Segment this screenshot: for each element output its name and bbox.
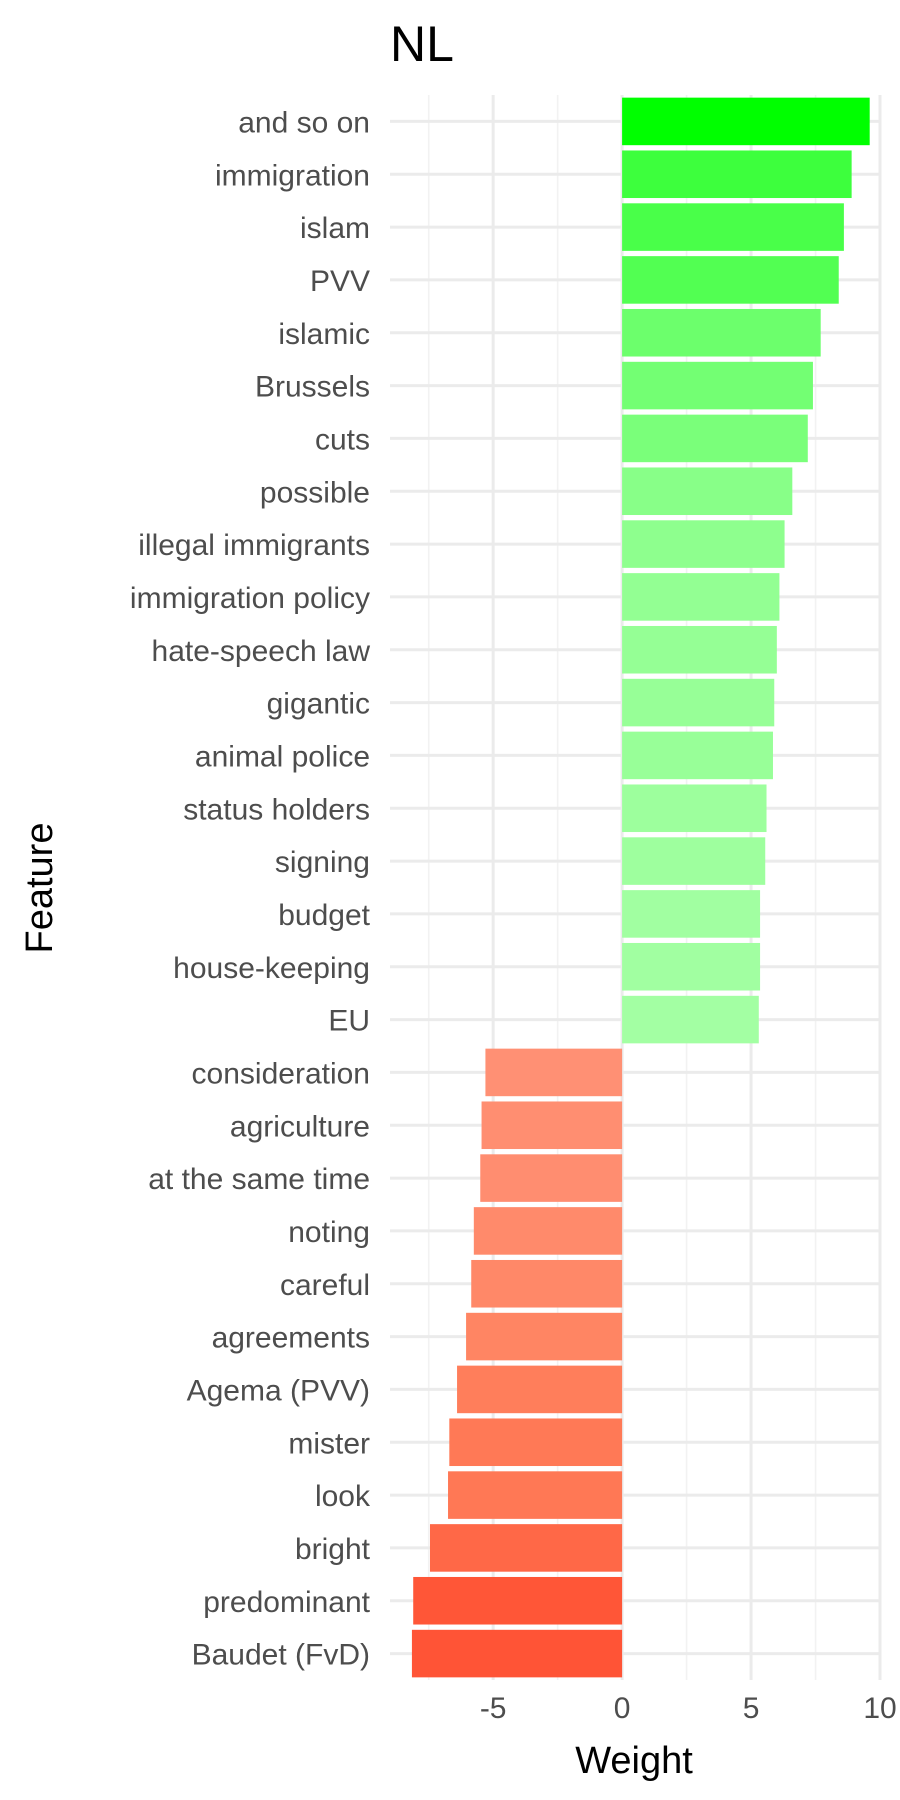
bar: [622, 625, 777, 674]
bar: [622, 784, 767, 833]
y-tick-label: immigration policy: [130, 582, 370, 615]
y-tick-label: and so on: [238, 106, 370, 139]
y-tick-label: immigration: [215, 159, 370, 192]
bar: [466, 1312, 623, 1361]
y-tick-label: illegal immigrants: [138, 529, 370, 562]
y-tick-label: careful: [280, 1269, 370, 1302]
x-tick-label: 0: [614, 1692, 631, 1725]
bar: [411, 1629, 623, 1678]
chart-title: NL: [390, 16, 454, 72]
y-tick-label: bright: [295, 1533, 371, 1566]
y-tick-label: cuts: [315, 423, 370, 456]
bar: [622, 256, 839, 304]
x-tick-label: 5: [743, 1692, 760, 1725]
bar: [457, 1365, 623, 1414]
bar: [485, 1048, 623, 1097]
y-tick-label: agriculture: [230, 1110, 370, 1143]
y-tick-label: signing: [275, 846, 370, 879]
bar: [622, 203, 844, 251]
bar: [622, 97, 870, 146]
y-tick-label: look: [315, 1480, 371, 1513]
bar: [622, 414, 808, 463]
bars: [411, 97, 870, 1678]
x-tick-label: 10: [863, 1692, 896, 1725]
bar: [471, 1259, 623, 1308]
y-tick-label: mister: [288, 1427, 370, 1460]
y-tick-label: at the same time: [148, 1163, 370, 1196]
y-tick-label: gigantic: [267, 688, 370, 721]
bar: [473, 1207, 623, 1255]
y-tick-label: islam: [300, 212, 370, 245]
y-tick-label: PVV: [310, 265, 370, 298]
y-tick-label: agreements: [212, 1322, 370, 1355]
bar: [622, 573, 780, 621]
y-tick-label: predominant: [203, 1586, 370, 1619]
y-tick-label: animal police: [195, 740, 370, 773]
y-tick-label: budget: [278, 899, 370, 932]
bar: [429, 1524, 623, 1572]
bar: [449, 1418, 623, 1467]
y-tick-label: house-keeping: [173, 952, 370, 985]
bar: [622, 995, 759, 1044]
bar: [622, 520, 785, 568]
bar: [622, 308, 821, 357]
y-tick-label: islamic: [278, 318, 370, 351]
y-tick-label: EU: [328, 1005, 370, 1038]
bar: [481, 1101, 623, 1150]
x-tick-label: -5: [480, 1692, 507, 1725]
y-tick-label: hate-speech law: [152, 635, 371, 668]
y-tick-label: Brussels: [255, 371, 370, 404]
y-tick-label: status holders: [183, 793, 370, 826]
y-tick-label: noting: [288, 1216, 370, 1249]
x-tick-labels: -5 0 5 10: [480, 1692, 897, 1725]
y-tick-label: Agema (PVV): [187, 1374, 370, 1407]
bar: [622, 942, 761, 991]
bar: [622, 150, 852, 199]
y-axis-title: Feature: [19, 823, 61, 954]
x-axis-title: Weight: [575, 1740, 693, 1782]
bar: [413, 1576, 623, 1625]
bar: [480, 1154, 623, 1202]
bar: [622, 837, 766, 885]
bar: [622, 678, 775, 727]
y-tick-label: possible: [260, 476, 370, 509]
y-tick-labels: and so on immigration islam PVV islamic Bruss…: [130, 106, 371, 1671]
bar: [622, 890, 761, 938]
bar: [448, 1471, 623, 1519]
bar: [622, 731, 773, 780]
y-tick-label: Baudet (FvD): [192, 1639, 370, 1672]
bar: [622, 361, 813, 410]
bar: [622, 467, 793, 516]
y-tick-label: consideration: [192, 1057, 370, 1090]
